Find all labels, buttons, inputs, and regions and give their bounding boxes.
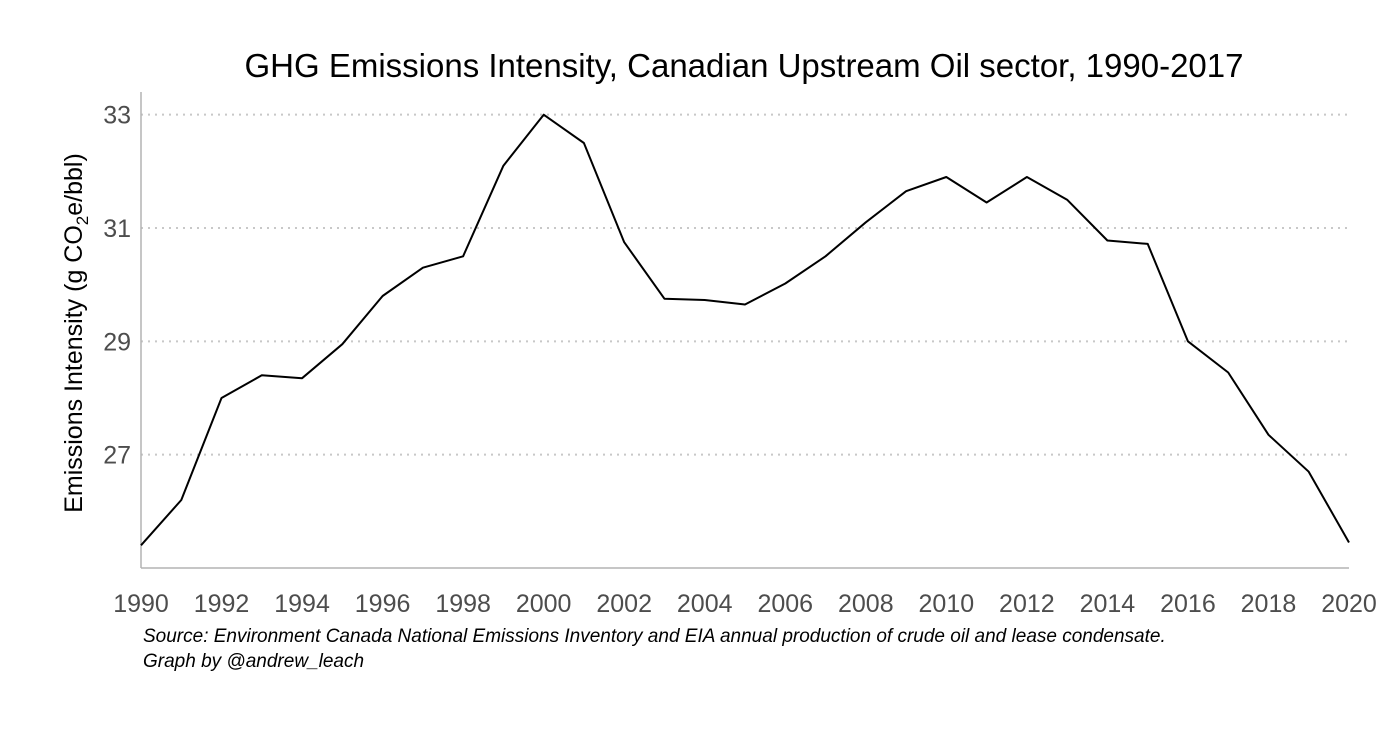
x-tick-label: 2012 bbox=[999, 590, 1055, 618]
author-caption: Graph by @andrew_leach bbox=[143, 651, 365, 672]
grid-lines bbox=[141, 113, 1349, 456]
x-tick-label: 1994 bbox=[274, 590, 330, 618]
series-line bbox=[140, 113, 1350, 546]
x-tick-label: 2016 bbox=[1160, 590, 1216, 618]
x-tick-label: 1990 bbox=[113, 590, 169, 618]
x-tick-label: 1996 bbox=[355, 590, 411, 618]
x-tick-label: 1992 bbox=[194, 590, 250, 618]
y-tick-label: 27 bbox=[103, 442, 131, 470]
y-tick-label: 33 bbox=[103, 102, 131, 130]
y-axis-label-subscript: 2 bbox=[73, 216, 92, 225]
y-tick-label: 31 bbox=[103, 215, 131, 243]
y-axis-label-suffix: e/bbl) bbox=[60, 153, 88, 216]
x-tick-label: 2010 bbox=[919, 590, 975, 618]
y-tick-label: 29 bbox=[103, 328, 131, 356]
x-tick-label: 1998 bbox=[435, 590, 491, 618]
series-layer bbox=[140, 113, 1350, 546]
source-caption: Source: Environment Canada National Emis… bbox=[143, 626, 1166, 647]
x-tick-label: 2002 bbox=[596, 590, 652, 618]
x-tick-label: 2018 bbox=[1241, 590, 1297, 618]
x-tick-label: 2004 bbox=[677, 590, 733, 618]
chart-title: GHG Emissions Intensity, Canadian Upstre… bbox=[244, 47, 1243, 84]
y-axis-label: Emissions Intensity (g CO2e/bbl) bbox=[60, 153, 92, 513]
tick-labels: 27 29 31 33 1990 1992 1994 1996 1998 2000 2002 2004… bbox=[103, 102, 1377, 618]
y-axis-label-prefix: Emissions Intensity (g CO bbox=[60, 225, 88, 513]
x-tick-label: 2020 bbox=[1321, 590, 1377, 618]
x-tick-label: 2006 bbox=[757, 590, 813, 618]
x-tick-label: 2014 bbox=[1080, 590, 1136, 618]
axes bbox=[140, 92, 1349, 569]
x-tick-label: 2000 bbox=[516, 590, 572, 618]
x-tick-label: 2008 bbox=[838, 590, 894, 618]
